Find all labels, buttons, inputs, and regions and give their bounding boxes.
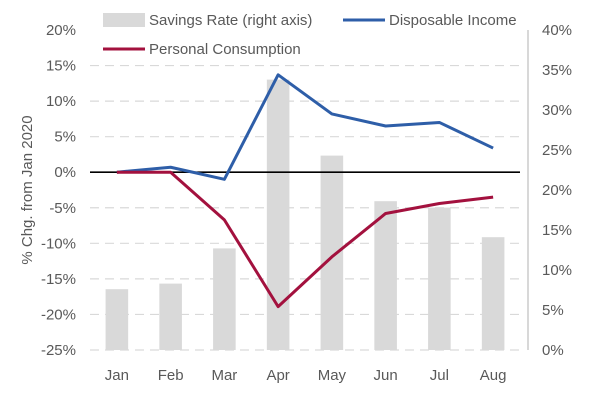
y-right-tick-label: 30%: [542, 102, 572, 119]
bar-savings-rate: [159, 283, 182, 350]
y-right-tick-label: 5%: [542, 302, 564, 319]
x-tick-label: May: [318, 367, 347, 384]
y-right-tick-label: 20%: [542, 182, 572, 199]
legend-label: Personal Consumption: [149, 41, 301, 58]
x-tick-label: Jul: [430, 367, 449, 384]
x-tick-label: Jan: [105, 367, 129, 384]
y-left-tick-label: -20%: [41, 306, 76, 323]
x-tick-label: Aug: [480, 367, 507, 384]
bar-savings-rate: [320, 155, 344, 350]
y-left-tick-label: 20%: [46, 22, 76, 39]
y-left-axis-title: % Chg. from Jan 2020: [19, 115, 36, 264]
y-left-tick-label: -15%: [41, 271, 76, 288]
line-disposable-income: [116, 73, 494, 181]
y-right-tick-label: 25%: [542, 142, 572, 159]
bar-savings-rate: [105, 289, 129, 350]
y-left-tick-label: 0%: [54, 164, 76, 181]
y-right-tick-label: 15%: [542, 222, 572, 239]
legend-label: Savings Rate (right axis): [149, 12, 312, 29]
bar-savings-rate: [213, 248, 236, 350]
x-tick-label: Apr: [266, 367, 289, 384]
legend-swatch-savings-rate: [103, 13, 145, 27]
legend-label: Disposable Income: [389, 12, 517, 29]
y-left-tick-label: -5%: [49, 200, 76, 217]
y-right-tick-label: 35%: [542, 62, 572, 79]
line-personal-consumption: [116, 170, 494, 309]
x-tick-label: Feb: [158, 367, 184, 384]
x-tick-label: Jun: [374, 367, 398, 384]
y-left-tick-label: 10%: [46, 93, 76, 110]
y-left-tick-label: 5%: [54, 129, 76, 146]
y-left-tick-label: -10%: [41, 235, 76, 252]
y-right-tick-label: 0%: [542, 342, 564, 359]
bar-savings-rate: [266, 79, 290, 350]
y-left-tick-label: -25%: [41, 342, 76, 359]
x-tick-label: Mar: [211, 367, 237, 384]
bar-savings-rate: [481, 237, 505, 350]
y-left-tick-label: 15%: [46, 58, 76, 75]
bar-savings-rate: [428, 207, 451, 350]
bar-savings-rate: [374, 201, 397, 350]
y-right-tick-label: 40%: [542, 22, 572, 39]
y-right-tick-label: 10%: [542, 262, 572, 279]
